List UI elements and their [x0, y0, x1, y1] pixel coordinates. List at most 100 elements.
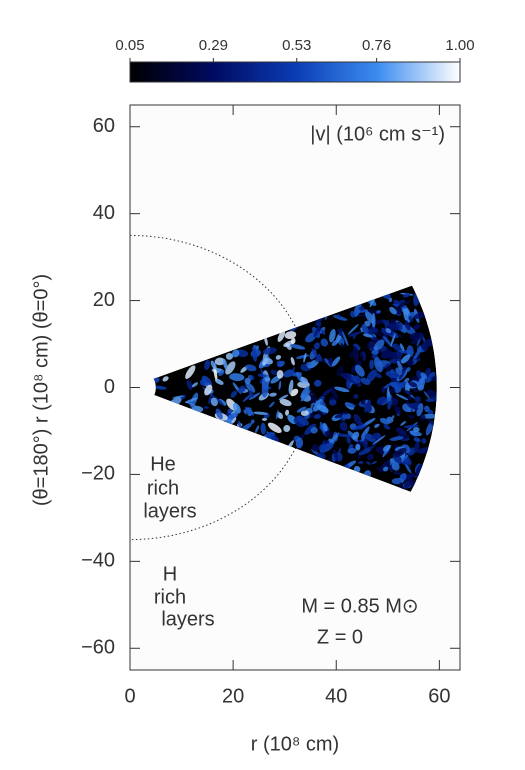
flow-blob [243, 409, 247, 415]
flow-blob [306, 361, 312, 368]
flow-blob [313, 325, 321, 338]
flow-blob [320, 329, 326, 335]
flow-blob [420, 372, 427, 380]
flow-blob [336, 314, 341, 319]
flow-blob [253, 411, 269, 415]
flow-blob [405, 463, 412, 474]
flow-blob [276, 369, 284, 379]
flow-blob [267, 422, 282, 434]
flow-blob [426, 389, 437, 397]
flow-blob [361, 324, 370, 336]
flow-blob [412, 388, 418, 393]
flow-blob [283, 369, 295, 378]
colorbar [129, 61, 461, 83]
flow-blob [371, 432, 381, 440]
flow-blob [222, 358, 228, 370]
annotation: layers [161, 608, 214, 630]
flow-blob [360, 327, 363, 333]
flow-blob [329, 329, 336, 343]
flow-blob [352, 346, 359, 363]
flow-blob [379, 417, 391, 425]
flow-blob [208, 395, 212, 405]
flow-blob [397, 381, 408, 389]
flow-blob [210, 360, 217, 370]
flow-blob [404, 320, 411, 331]
flow-blob [353, 413, 362, 426]
x-tick-label: 40 [325, 685, 347, 707]
flow-blob [393, 471, 402, 475]
flow-blob [264, 377, 271, 382]
flow-blob [427, 418, 435, 427]
flow-blob [427, 409, 434, 415]
flow-blob [391, 461, 400, 471]
flow-blob [371, 350, 379, 355]
flow-blob [406, 402, 419, 411]
flow-blob [321, 388, 332, 398]
y-tick-label: 20 [93, 289, 115, 311]
flow-blob [278, 380, 282, 390]
flow-blob [315, 321, 322, 327]
flow-blob [191, 382, 198, 388]
flow-blob [269, 401, 275, 408]
flow-blob [231, 417, 237, 424]
flow-blob [278, 394, 289, 401]
flow-blob [397, 300, 411, 308]
flow-blob [382, 444, 391, 452]
flow-blob [300, 390, 311, 402]
flow-blob [376, 310, 381, 314]
flow-blob [416, 403, 424, 417]
colorbar-tick-label: 0.05 [115, 37, 144, 54]
flow-blob [399, 366, 407, 380]
flow-blob [390, 333, 396, 347]
flow-blob [383, 424, 391, 430]
flow-blob [232, 349, 240, 358]
flow-blob [320, 338, 329, 347]
flow-blob [313, 342, 320, 350]
flow-blob [352, 431, 360, 440]
flow-blob [290, 357, 295, 366]
y-tick-label: 0 [104, 376, 115, 398]
flow-blob [390, 369, 395, 374]
flow-blob [257, 373, 267, 378]
flow-blob [214, 357, 226, 366]
flow-blob [341, 413, 347, 419]
flow-blob [334, 386, 350, 393]
velocity-field [153, 285, 437, 492]
flow-blob [390, 397, 399, 406]
flow-blob [339, 421, 348, 431]
flow-blob [362, 417, 376, 427]
flow-blob [329, 432, 340, 444]
flow-blob [356, 382, 362, 388]
flow-blob [204, 360, 211, 370]
flow-blob [417, 377, 426, 390]
flow-blob [392, 343, 401, 351]
flow-blob [203, 406, 209, 409]
flow-blob [244, 377, 251, 385]
flow-blob [379, 460, 391, 473]
flow-blob [409, 430, 422, 437]
flow-blob [184, 397, 198, 403]
flow-blob [300, 434, 305, 439]
flow-blob [383, 382, 393, 389]
flow-blob [395, 427, 407, 436]
flow-blob [334, 411, 348, 419]
flow-blob [172, 395, 184, 399]
flow-blob [346, 436, 351, 444]
y-tick-label: 60 [93, 115, 115, 137]
flow-blob [308, 404, 313, 416]
flow-blob [389, 388, 396, 394]
flow-blob [345, 402, 356, 408]
flow-blob [250, 419, 255, 424]
annotation: Z = 0 [317, 626, 363, 648]
flow-blob [401, 455, 408, 462]
flow-blob [425, 371, 436, 383]
flow-blob [232, 402, 241, 414]
flow-blob [403, 424, 419, 429]
flow-blob [279, 398, 292, 407]
flow-blob [423, 391, 431, 400]
flow-blob [371, 460, 377, 465]
flow-blob [248, 392, 261, 400]
flow-blob [399, 343, 405, 352]
flow-blob [340, 372, 352, 379]
flow-blob [310, 427, 318, 434]
